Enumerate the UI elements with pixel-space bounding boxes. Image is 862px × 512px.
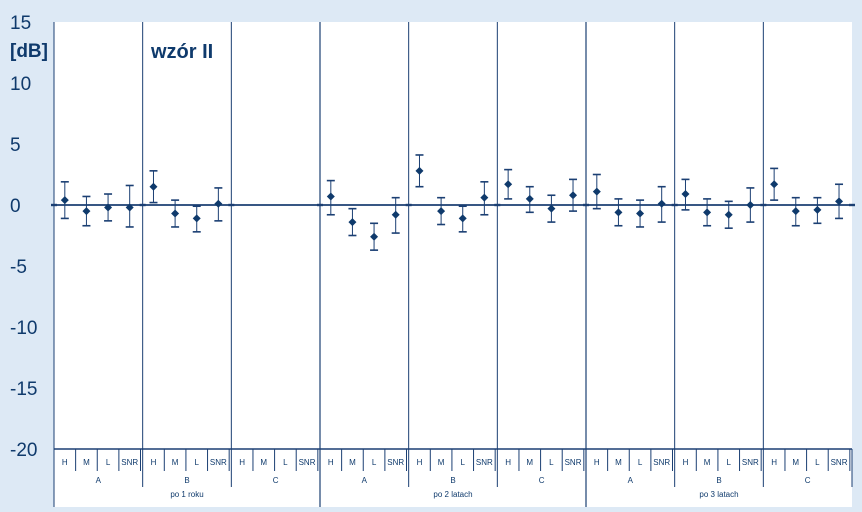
y-tick-label: 15 [10, 13, 31, 34]
measure-label: M [349, 458, 356, 467]
data-point [171, 209, 180, 218]
variant-label: A [96, 476, 102, 485]
measure-label: SNR [476, 458, 493, 467]
data-point [703, 208, 712, 217]
data-point [104, 203, 113, 212]
data-point [681, 190, 690, 199]
data-point [746, 201, 755, 209]
measure-label: L [106, 458, 111, 467]
data-point [214, 199, 223, 208]
measure-label: H [328, 458, 334, 467]
data-point [592, 187, 601, 196]
y-tick-label: -10 [10, 318, 37, 339]
measure-label: L [638, 458, 643, 467]
variant-label: C [273, 476, 279, 485]
data-point [614, 208, 623, 217]
data-point [657, 199, 666, 208]
y-tick-label: -20 [10, 440, 37, 461]
plot-area [54, 22, 852, 507]
measure-label: L [815, 458, 820, 467]
measure-label: M [615, 458, 622, 467]
data-point [149, 182, 158, 191]
data-point [60, 196, 69, 205]
measure-label: SNR [299, 458, 316, 467]
data-point [82, 207, 91, 216]
measure-label: L [372, 458, 377, 467]
data-point [415, 166, 424, 175]
variant-label: A [628, 476, 634, 485]
variant-label: B [450, 476, 455, 485]
variant-label: A [362, 476, 368, 485]
period-label: po 2 latach [433, 490, 472, 499]
data-point [326, 192, 335, 201]
data-point [835, 197, 844, 206]
variant-label: C [539, 476, 545, 485]
data-point [458, 214, 467, 223]
measure-label: L [549, 458, 554, 467]
measure-label: H [683, 458, 689, 467]
period-label: po 3 latach [699, 490, 738, 499]
measure-label: SNR [831, 458, 848, 467]
measure-label: SNR [742, 458, 759, 467]
measure-label: SNR [653, 458, 670, 467]
measure-label: H [594, 458, 600, 467]
measure-label: L [283, 458, 288, 467]
measure-label: L [195, 458, 200, 467]
measure-label: SNR [121, 458, 138, 467]
data-point [724, 210, 733, 219]
chart-title: wzór II [150, 41, 213, 63]
measure-label: SNR [210, 458, 227, 467]
data-point [480, 193, 489, 202]
data-point [636, 209, 645, 218]
measure-label: L [727, 458, 732, 467]
measure-label: H [771, 458, 777, 467]
variant-label: B [716, 476, 721, 485]
measure-label: M [260, 458, 267, 467]
measure-label: H [417, 458, 423, 467]
data-point [192, 214, 201, 223]
variant-label: C [805, 476, 811, 485]
measure-label: M [83, 458, 90, 467]
measure-label: M [438, 458, 445, 467]
measure-label: SNR [565, 458, 582, 467]
measure-label: SNR [387, 458, 404, 467]
measure-label: M [172, 458, 179, 467]
data-point [504, 180, 513, 189]
measure-label: H [151, 458, 157, 467]
data-point [525, 194, 534, 203]
data-point [348, 218, 357, 227]
variant-label: B [184, 476, 189, 485]
measure-label: M [792, 458, 799, 467]
data-point [125, 203, 134, 212]
measure-label: M [526, 458, 533, 467]
measure-label: H [505, 458, 511, 467]
y-tick-label: -5 [10, 257, 27, 278]
data-point [547, 204, 556, 213]
measure-label: H [62, 458, 68, 467]
y-tick-label: 10 [10, 74, 31, 95]
y-tick-label: 0 [10, 196, 21, 217]
period-label: po 1 roku [170, 490, 203, 499]
measure-label: H [239, 458, 245, 467]
data-point [437, 207, 446, 216]
measure-label: L [461, 458, 466, 467]
data-point [791, 207, 800, 216]
data-point [569, 191, 578, 200]
y-tick-label: -15 [10, 379, 37, 400]
measure-label: M [704, 458, 711, 467]
y-axis-label: [dB] [10, 41, 48, 62]
data-point [813, 205, 822, 214]
data-point [370, 232, 379, 241]
data-point [391, 210, 400, 219]
data-point [770, 180, 779, 189]
y-tick-label: 5 [10, 135, 21, 156]
